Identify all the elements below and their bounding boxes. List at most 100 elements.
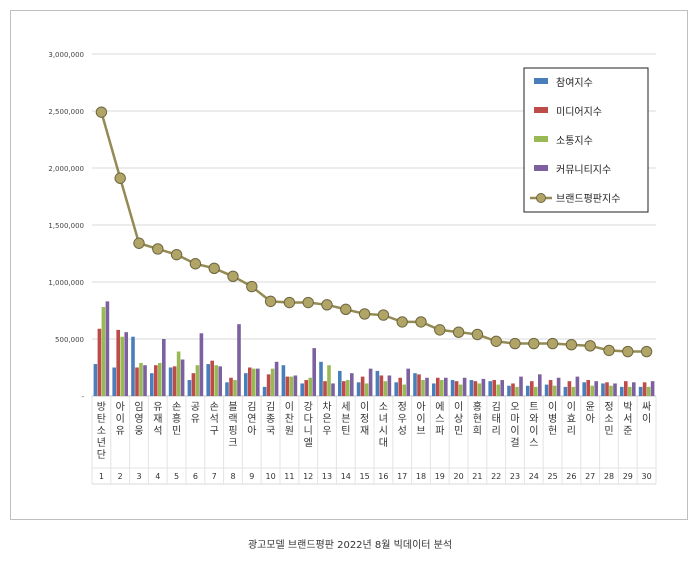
bar bbox=[571, 386, 576, 396]
brand-reputation-point bbox=[509, 337, 521, 350]
bar bbox=[624, 381, 628, 396]
bar bbox=[613, 383, 617, 396]
bar bbox=[342, 381, 346, 396]
bar bbox=[646, 386, 651, 396]
bar bbox=[379, 375, 384, 396]
rank-label: 21 bbox=[472, 472, 482, 481]
bar bbox=[135, 367, 139, 396]
rank-label: 18 bbox=[416, 472, 426, 481]
brand-reputation-point bbox=[264, 295, 277, 308]
bar bbox=[364, 383, 369, 396]
rank-label: 30 bbox=[642, 472, 652, 481]
bar bbox=[346, 380, 350, 396]
bar bbox=[425, 377, 429, 396]
brand-reputation-point bbox=[471, 328, 484, 341]
brand-reputation-point bbox=[321, 299, 333, 311]
y-tick-label: - bbox=[81, 393, 84, 401]
bar bbox=[244, 373, 248, 396]
bar bbox=[304, 380, 308, 396]
legend-label: 커뮤니티지수 bbox=[556, 164, 611, 176]
bar bbox=[101, 307, 106, 396]
y-tick-label: 2,000,000 bbox=[48, 165, 84, 173]
rank-label: 10 bbox=[266, 472, 276, 481]
bar bbox=[195, 365, 200, 396]
bar bbox=[548, 380, 553, 396]
bar bbox=[515, 386, 519, 396]
bar bbox=[556, 377, 561, 396]
bar bbox=[112, 367, 116, 396]
brand-reputation-point bbox=[189, 258, 202, 270]
brand-reputation-point bbox=[114, 172, 126, 184]
bar bbox=[496, 384, 500, 396]
bar bbox=[488, 381, 492, 396]
bar bbox=[394, 382, 398, 396]
bar bbox=[319, 361, 323, 396]
bar bbox=[331, 383, 335, 396]
bar bbox=[150, 373, 154, 396]
bar bbox=[206, 364, 210, 396]
legend-swatch bbox=[534, 165, 548, 171]
bar bbox=[519, 376, 523, 396]
bar bbox=[266, 374, 271, 396]
brand-reputation-point bbox=[227, 270, 239, 282]
brand-reputation-point bbox=[302, 296, 314, 309]
chart-caption: 광고모델 브랜드평판 2022년 8월 빅데이터 분석 bbox=[247, 540, 453, 551]
bar bbox=[387, 375, 392, 396]
legend-label: 참여지수 bbox=[556, 77, 593, 89]
y-tick-label: 3,000,000 bbox=[48, 51, 84, 59]
bar bbox=[210, 360, 214, 396]
bar bbox=[252, 368, 256, 396]
y-tick-label: 2,500,000 bbox=[48, 108, 84, 116]
bar bbox=[538, 374, 542, 396]
bar bbox=[180, 359, 185, 396]
brand-reputation-point bbox=[358, 308, 371, 320]
bar bbox=[172, 366, 177, 396]
bar bbox=[511, 383, 515, 396]
rank-label: 22 bbox=[491, 472, 501, 481]
bar bbox=[199, 333, 204, 396]
brand-reputation-point bbox=[246, 280, 258, 293]
bar bbox=[285, 376, 290, 396]
bar bbox=[586, 380, 590, 396]
brand-reputation-point bbox=[546, 337, 559, 350]
legend-label: 미디어지수 bbox=[556, 106, 602, 118]
brand-reputation-point bbox=[170, 248, 183, 261]
rank-label: 26 bbox=[566, 472, 576, 481]
bar bbox=[270, 368, 275, 396]
rank-label: 20 bbox=[454, 472, 464, 481]
bar bbox=[458, 384, 463, 396]
rank-label: 7 bbox=[212, 472, 217, 481]
bar bbox=[162, 339, 166, 396]
legend-label: 브랜드평판지수 bbox=[556, 193, 620, 205]
bar bbox=[237, 324, 241, 396]
brand-reputation-point bbox=[640, 345, 653, 358]
rank-label: 1 bbox=[99, 472, 104, 481]
y-tick-label: 1,000,000 bbox=[48, 279, 84, 287]
brand-reputation-point bbox=[622, 345, 634, 358]
bar bbox=[356, 382, 361, 396]
bar bbox=[93, 364, 98, 396]
bar bbox=[327, 365, 331, 396]
brand-reputation-point bbox=[95, 106, 108, 118]
bar bbox=[473, 381, 478, 396]
bar bbox=[454, 381, 459, 396]
brand-reputation-point bbox=[133, 237, 145, 249]
bar bbox=[582, 382, 586, 396]
bar bbox=[477, 383, 482, 396]
bar bbox=[605, 382, 609, 396]
rank-label: 9 bbox=[249, 472, 254, 481]
rank-label: 15 bbox=[360, 472, 370, 481]
